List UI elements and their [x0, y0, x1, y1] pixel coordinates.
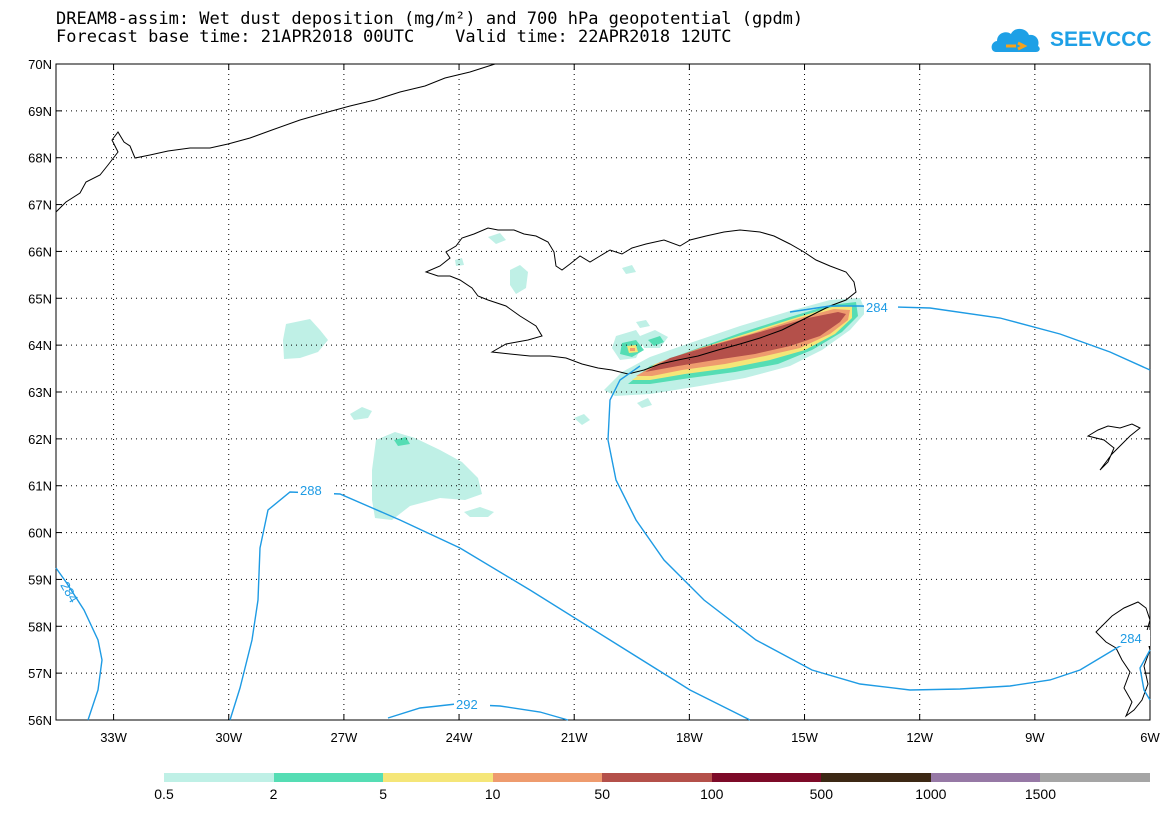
dust-deposition-shading: [283, 233, 866, 520]
lon-label: 27W: [331, 730, 358, 745]
lon-label: 24W: [446, 730, 473, 745]
lat-label: 63N: [28, 385, 52, 400]
lon-label: 33W: [100, 730, 127, 745]
colorbar-swatch: [602, 773, 712, 782]
colorbar-label: 1500: [1024, 786, 1057, 802]
colorbar-swatch: [273, 773, 384, 782]
lon-label: 21W: [561, 730, 588, 745]
lon-label: 9W: [1025, 730, 1045, 745]
colorbar-label: 2: [269, 786, 278, 802]
lon-label: 6W: [1140, 730, 1160, 745]
chart-subtitle: Forecast base time: 21APR2018 00UTC Vali…: [56, 27, 732, 47]
lat-label: 57N: [28, 666, 52, 681]
colorbar-swatch: [383, 773, 493, 782]
colorbar-label: 5: [379, 786, 388, 802]
colorbar-swatch: [821, 773, 931, 782]
colorbar-swatch: [1040, 773, 1150, 782]
lon-label: 18W: [676, 730, 703, 745]
colorbar-swatch: [930, 773, 1041, 782]
contour-label-284-se: 284: [1120, 631, 1142, 646]
geopotential-contours: [55, 305, 1151, 721]
axis-ticks: 33W 30W 27W 24W 21W 18W 15W 12W 9W 6W 70N 69N 68N 67N…: [28, 57, 1160, 745]
lat-label: 59N: [28, 572, 52, 587]
graticule: [56, 64, 1150, 720]
colorbar-swatch: [711, 773, 822, 782]
lat-label: 65N: [28, 291, 52, 306]
lon-label: 12W: [906, 730, 933, 745]
contour-label-284-east: 284: [866, 300, 888, 315]
colorbar-label: 10: [484, 786, 501, 802]
colorbar-swatch: [492, 773, 603, 782]
lat-label: 60N: [28, 526, 52, 541]
contour-labels: 284 288 292 284 284: [57, 299, 1150, 712]
lat-label: 69N: [28, 104, 52, 119]
chart-title: DREAM8-assim: Wet dust deposition (mg/m²…: [56, 9, 804, 29]
lat-label: 58N: [28, 619, 52, 634]
lat-label: 67N: [28, 198, 52, 213]
colorbar-swatch: [164, 773, 274, 782]
lon-label: 15W: [791, 730, 818, 745]
colorbar-label: 500: [809, 786, 834, 802]
logo-text: SEEVCCC: [1050, 28, 1152, 51]
contour-label-292: 292: [456, 697, 478, 712]
cloud-icon: [991, 28, 1040, 52]
lat-label: 64N: [28, 338, 52, 353]
colorbar-label: 1000: [915, 786, 947, 802]
coastline: [55, 63, 1151, 718]
lat-label: 62N: [28, 432, 52, 447]
lat-label: 70N: [28, 57, 52, 72]
colorbar-label: 100: [700, 786, 724, 802]
colorbar-label: 50: [594, 786, 611, 802]
map-frame: [55, 63, 1151, 721]
lat-label: 56N: [28, 713, 52, 728]
lon-label: 30W: [215, 730, 242, 745]
lat-label: 61N: [28, 479, 52, 494]
lat-label: 66N: [28, 244, 52, 259]
contour-label-288: 288: [300, 483, 322, 498]
colorbar-label: 0.5: [154, 786, 174, 802]
lat-label: 68N: [28, 151, 52, 166]
